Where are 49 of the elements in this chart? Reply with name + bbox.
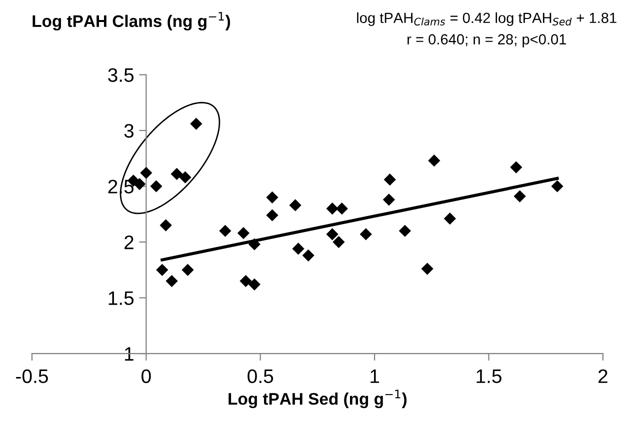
text: r = 0.640; n = 28; p<0.01 (408, 34, 566, 48)
point (444, 212, 456, 225)
point (266, 191, 278, 204)
y-tick-label: 3 (124, 124, 134, 138)
point (289, 199, 302, 212)
point (510, 161, 522, 174)
point (156, 264, 168, 276)
point (266, 209, 278, 222)
x-tick-label: 1 (370, 370, 380, 383)
point (360, 228, 372, 240)
point (150, 180, 162, 192)
point (240, 275, 252, 288)
point (421, 262, 434, 275)
y-tick-label: 1.5 (108, 291, 134, 306)
x-tick-label: 0.5 (248, 369, 274, 384)
point (179, 171, 192, 184)
point (248, 278, 260, 290)
x-tick-label: 2 (598, 369, 608, 383)
y-tick-label: 3.5 (108, 68, 134, 82)
y-tick-label: 2 (124, 235, 134, 250)
point (237, 227, 250, 240)
x-tick-label: 0 (142, 369, 151, 384)
point (384, 174, 396, 186)
point (551, 180, 564, 192)
text: log tPAH$_{Clams}$ = 0.42 log tPAH$_{Sed}$ + 1.81 (357, 12, 616, 26)
point (182, 264, 194, 276)
point (398, 224, 411, 237)
x-axis-title: Log tPAH Sed (ng g$^{−1}$) (228, 390, 407, 408)
point (382, 194, 395, 206)
point (133, 178, 146, 190)
point (248, 238, 260, 250)
point (292, 242, 304, 255)
point (336, 202, 348, 215)
point (140, 166, 152, 179)
point (332, 236, 345, 248)
point (326, 202, 338, 215)
x-tick-label: -0.5 (16, 369, 48, 384)
point (170, 168, 183, 180)
point (326, 228, 338, 240)
y-tick-label: 1 (125, 347, 134, 361)
point (166, 275, 178, 288)
point (428, 154, 440, 167)
point (160, 219, 172, 232)
y-axis-title: Log tPAH Clams (ng g$^{−1}$) (32, 12, 230, 30)
x-tick-label: 1.5 (476, 370, 502, 384)
point (514, 190, 526, 202)
point (190, 118, 202, 130)
point (219, 224, 232, 237)
point (302, 249, 314, 262)
